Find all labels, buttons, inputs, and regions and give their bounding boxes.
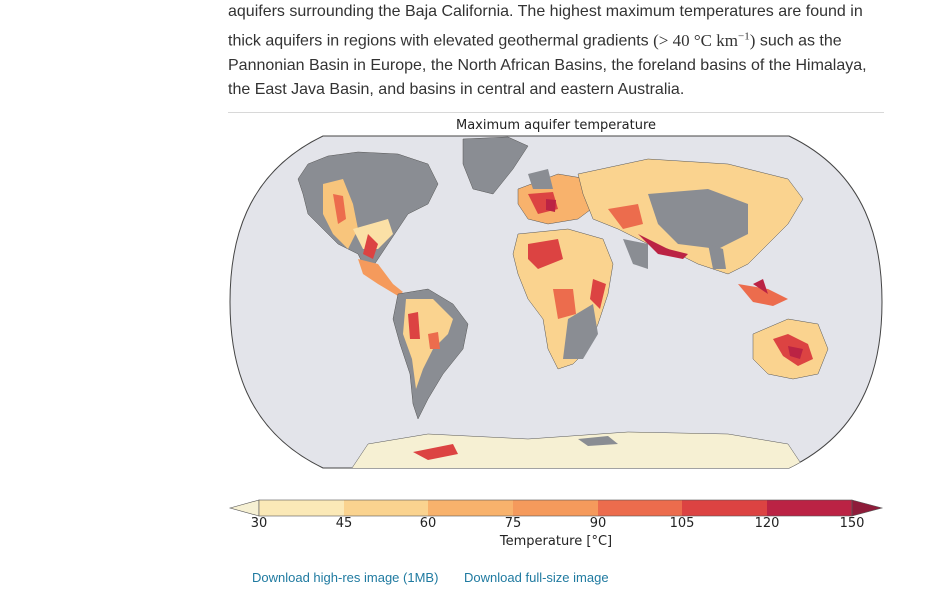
math-close: ) <box>749 30 756 50</box>
math-expression: (> 40 °C km−1) <box>653 30 756 50</box>
colorbar-extend-min <box>228 499 260 517</box>
math-text: (> 40 °C km <box>653 30 738 50</box>
divider <box>228 112 884 113</box>
world-map <box>229 135 883 469</box>
tick-label: 60 <box>419 516 437 531</box>
paragraph-line-2: thick aquifers in regions with elevated … <box>228 24 888 54</box>
body-paragraph: aquifers surrounding the Baja California… <box>228 0 888 102</box>
tick-label: 75 <box>504 516 522 531</box>
paragraph-line-2-text: thick aquifers in regions with elevated … <box>228 32 654 50</box>
tick-label: 150 <box>839 516 865 531</box>
paragraph-line-3: Pannonian Basin in Europe, the North Afr… <box>228 56 867 74</box>
tick-label: 120 <box>754 516 780 531</box>
colorbar <box>228 499 884 517</box>
download-links: Download high-res image (1MB) Download f… <box>252 570 631 585</box>
colorbar-extend-max <box>851 499 884 517</box>
antarctica <box>347 431 809 468</box>
paragraph-line-4: the East Java Basin, and basins in centr… <box>228 80 685 98</box>
tick-label: 45 <box>335 516 353 531</box>
colorbar-label: Temperature [°C] <box>499 534 613 549</box>
download-full-size-link[interactable]: Download full-size image <box>464 570 609 585</box>
paragraph-line-1: aquifers surrounding the Baja California… <box>228 3 863 20</box>
download-high-res-link[interactable]: Download high-res image (1MB) <box>252 570 439 585</box>
colorbar-ticks: 30 45 60 75 90 105 120 150 <box>0 516 945 536</box>
tick-label: 90 <box>589 516 607 531</box>
figure-title: Maximum aquifer temperature <box>455 118 657 133</box>
tick-label: 30 <box>250 516 268 531</box>
tick-label: 105 <box>669 516 695 531</box>
greenland <box>462 136 529 195</box>
paragraph-line-2-end: such as the <box>755 32 842 50</box>
math-superscript: −1 <box>737 30 750 42</box>
